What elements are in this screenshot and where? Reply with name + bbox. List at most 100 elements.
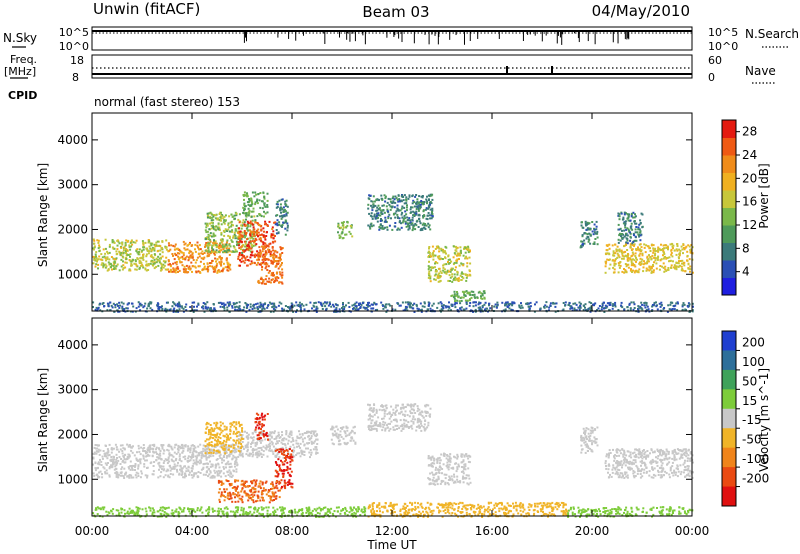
scatter-cell-12 (649, 256, 652, 259)
scatter-cell-14 (320, 303, 323, 305)
scatter-cell-14 (651, 305, 654, 308)
scatter-cell-2 (217, 222, 220, 225)
scatter-cell-12 (627, 257, 630, 259)
scatter-cell-2 (218, 226, 221, 229)
scatter-cell-0 (142, 243, 145, 246)
scatter-cell-14 (202, 307, 205, 310)
scatter-cell-12 (613, 262, 616, 265)
scatter-cell-2 (225, 428, 228, 431)
scatter-cell-0 (108, 258, 111, 261)
scatter-cell-5 (258, 255, 261, 258)
scatter-cell-0 (104, 263, 107, 266)
scatter-cell-12 (656, 257, 659, 260)
scatter-cell-13 (622, 218, 625, 221)
scatter-cell-0 (146, 476, 149, 479)
scatter-cell-14 (281, 307, 284, 310)
scatter-cell-2 (238, 213, 241, 216)
scatter-cell-0 (184, 458, 187, 461)
scatter-cell-12 (648, 254, 650, 257)
scatter-cell-1 (191, 265, 194, 268)
scatter-cell-12 (624, 263, 627, 265)
scatter-cell-14 (644, 301, 647, 304)
scatter-cell-12 (626, 249, 629, 251)
scatter-cell-0 (184, 473, 187, 476)
scatter-cell-14 (562, 308, 565, 311)
scatter-cell-14 (465, 303, 468, 305)
scatter-cell-14 (272, 307, 275, 310)
scatter-cell-9 (445, 263, 448, 266)
scatter-cell-9 (432, 250, 435, 253)
scatter-cell-1 (206, 262, 209, 265)
scatter-cell-14 (609, 301, 612, 304)
scatter-cell-2 (249, 237, 252, 239)
scatter-cell-1 (265, 448, 268, 451)
scatter-cell-8 (423, 215, 426, 217)
scatter-cell-0 (138, 262, 141, 265)
scatter-cell-5 (274, 276, 277, 279)
scatter-cell-0 (160, 471, 163, 474)
scatter-cell-0 (134, 259, 137, 262)
scatter-cell-13 (639, 239, 642, 242)
scatter-cell-13 (623, 211, 626, 214)
date-title: 04/May/2010 (592, 2, 690, 20)
scatter-cell-3 (270, 234, 273, 237)
scatter-cell-13 (622, 233, 625, 236)
scatter-cell-0 (181, 467, 184, 470)
scatter-cell-14 (138, 303, 141, 306)
scatter-cell-0 (144, 268, 147, 271)
scatter-cell-1 (312, 448, 315, 451)
scatter-cell-5 (265, 246, 267, 248)
scatter-cell-10 (460, 299, 463, 302)
scatter-cell-1 (301, 450, 304, 453)
scatter-cell-5 (279, 246, 282, 249)
scatter-cell-0 (204, 473, 207, 476)
scatter-cell-0 (120, 471, 123, 474)
scatter-cell-0 (104, 252, 107, 255)
scatter-cell-0 (157, 240, 160, 243)
scatter-cell-12 (662, 262, 665, 265)
scatter-cell-12 (675, 266, 678, 269)
scatter-cell-12 (653, 256, 656, 259)
scatter-cell-1 (190, 255, 192, 258)
scatter-cell-13 (618, 215, 621, 218)
scatter-cell-2 (209, 428, 212, 431)
scatter-cell-8 (425, 224, 428, 227)
scatter-cell-2 (206, 214, 209, 217)
scatter-cell-13 (625, 232, 627, 235)
scatter-cell-0 (93, 474, 96, 477)
scatter-cell-12 (638, 254, 641, 257)
scatter-cell-14 (259, 306, 262, 309)
scatter-cell-10 (464, 290, 467, 293)
scatter-cell-2 (213, 449, 215, 452)
scatter-cell-6 (286, 222, 289, 225)
scatter-cell-1 (271, 450, 274, 453)
scatter-cell-8 (378, 228, 381, 231)
scatter-cell-14 (691, 310, 694, 313)
scatter-cell-4 (259, 206, 262, 209)
scatter-cell-0 (167, 449, 170, 452)
scatter-cell-2 (254, 231, 257, 234)
scatter-cell-0 (121, 243, 124, 246)
scatter-cell-0 (153, 253, 156, 256)
scatter-cell-2 (219, 424, 222, 427)
scatter-cell-14 (98, 303, 101, 306)
scatter-cell-5 (275, 265, 277, 268)
scatter-cell-0 (122, 260, 124, 263)
scatter-cell-0 (193, 472, 196, 475)
scatter-cell-3 (239, 264, 241, 267)
scatter-cell-2 (222, 245, 224, 248)
scatter-cell-0 (229, 472, 232, 475)
scatter-cell-3 (274, 221, 277, 224)
scatter-cell-0 (230, 465, 233, 468)
scatter-cell-0 (172, 460, 175, 463)
scatter-cell-0 (229, 475, 232, 478)
scatter-cell-1 (226, 261, 229, 264)
scatter-cell-0 (235, 443, 238, 446)
scatter-cell-14 (164, 307, 167, 310)
scatter-cell-2 (235, 214, 238, 217)
scatter-cell-8 (422, 222, 425, 225)
scatter-cell-14 (99, 309, 102, 312)
scatter-cell-1 (174, 248, 177, 251)
scatter-cell-2 (216, 217, 219, 220)
scatter-cell-1 (188, 243, 191, 245)
